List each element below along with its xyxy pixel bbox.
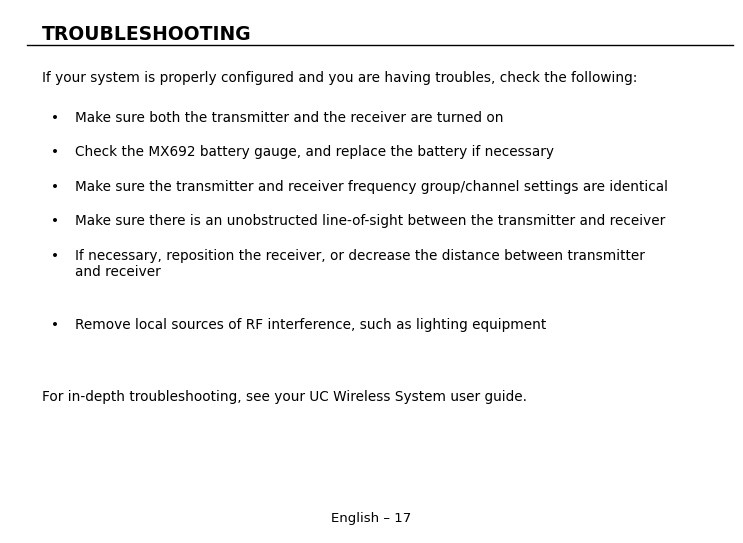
Text: •: • [51,146,59,160]
Text: •: • [51,180,59,194]
Text: English – 17: English – 17 [331,512,412,525]
Text: •: • [51,214,59,229]
Text: For in-depth troubleshooting, see your UC Wireless System user guide.: For in-depth troubleshooting, see your U… [42,390,527,404]
Text: If necessary, reposition the receiver, or decrease the distance between transmit: If necessary, reposition the receiver, o… [75,249,645,279]
Text: •: • [51,249,59,263]
Text: Make sure the transmitter and receiver frequency group/channel settings are iden: Make sure the transmitter and receiver f… [75,180,668,194]
Text: Make sure there is an unobstructed line-of-sight between the transmitter and rec: Make sure there is an unobstructed line-… [75,214,665,229]
Text: Make sure both the transmitter and the receiver are turned on: Make sure both the transmitter and the r… [75,111,504,125]
Text: Remove local sources of RF interference, such as lighting equipment: Remove local sources of RF interference,… [75,318,546,332]
Text: •: • [51,111,59,125]
Text: Check the MX692 battery gauge, and replace the battery if necessary: Check the MX692 battery gauge, and repla… [75,146,554,160]
Text: If your system is properly configured and you are having troubles, check the fol: If your system is properly configured an… [42,71,637,85]
Text: TROUBLESHOOTING: TROUBLESHOOTING [42,25,252,44]
Text: •: • [51,318,59,332]
